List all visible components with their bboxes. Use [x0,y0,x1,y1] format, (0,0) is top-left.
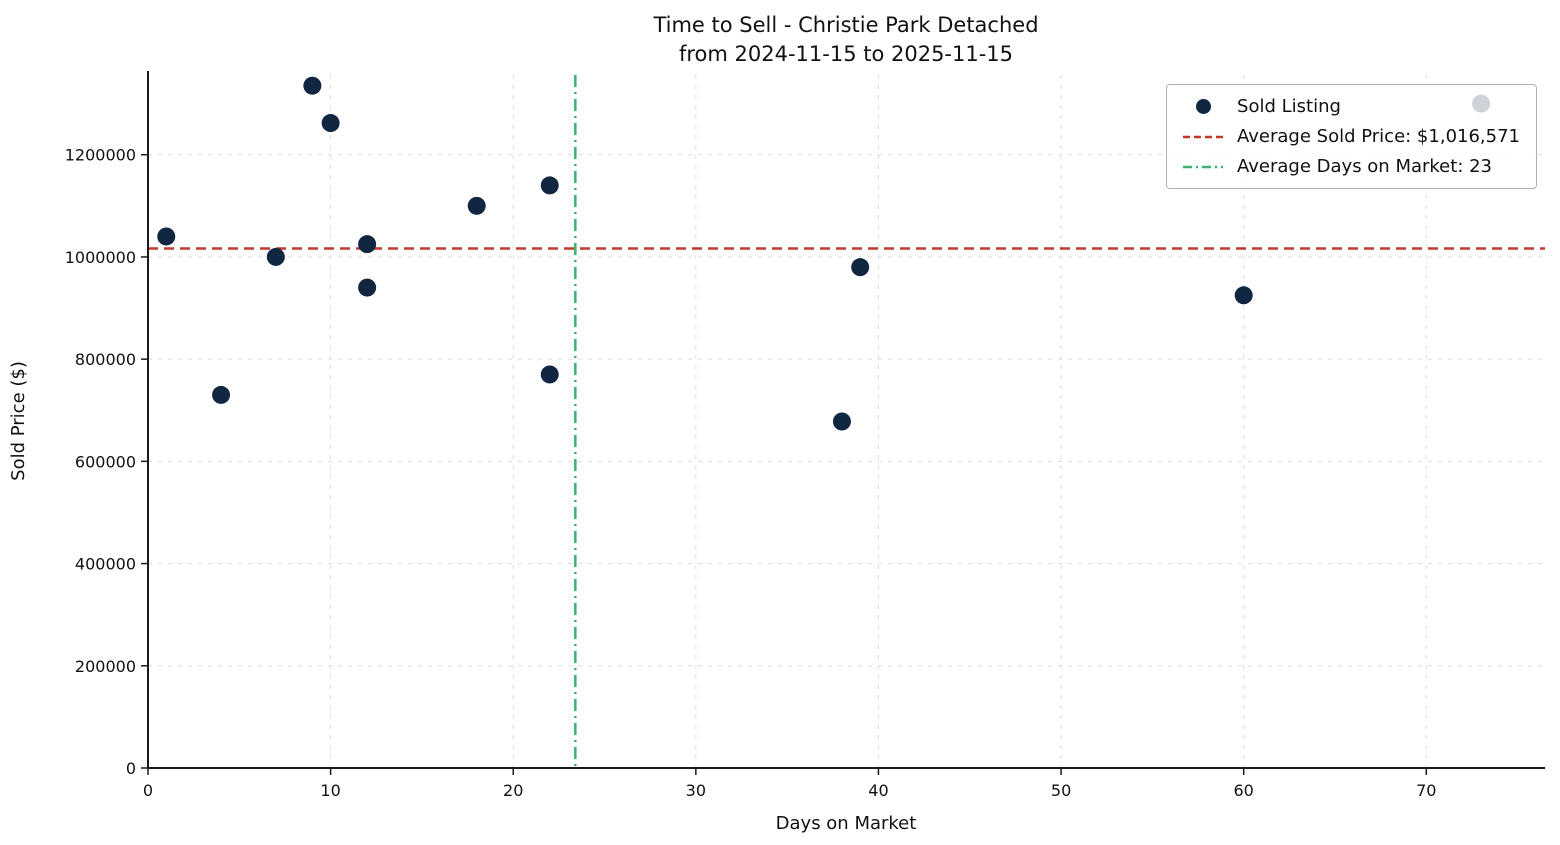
avg-price-marker-icon [1183,134,1224,140]
data-point-sold-listing [832,412,851,431]
data-point-sold-listing [851,258,870,277]
data-point-sold-listing [303,76,322,95]
data-point-sold-listing [540,176,559,195]
dashdot-line-icon [1183,165,1224,168]
y-axis-label: Sold Price ($) [8,361,29,481]
x-tick-label: 60 [1234,781,1254,800]
data-point-sold-listing [212,385,231,404]
legend-label-sold-listing: Sold Listing [1237,96,1341,117]
y-tick-label: 0 [126,759,136,778]
x-tick-label: 10 [320,781,340,800]
y-tick-label: 1200000 [65,146,136,165]
dashed-line-icon [1183,135,1224,138]
data-point-sold-listing [540,365,559,384]
x-tick-label: 20 [503,781,523,800]
legend-item-avg-days: Average Days on Market: 23 [1183,156,1520,177]
axes-layer: 0 10 20 30 40 50 60 70 0 200000 400000 600000 800000… [65,71,1545,800]
x-tick-label: 70 [1416,781,1436,800]
data-point-sold-listing [358,235,377,254]
chart-title-line1: Time to Sell - Christie Park Detached [652,13,1038,37]
legend: Sold Listing Average Sold Price: $1,016,… [1166,84,1537,189]
y-tick-label: 200000 [75,657,136,676]
data-point-sold-listing [1234,286,1253,305]
y-tick-label: 400000 [75,555,136,574]
x-tick-label: 0 [143,781,153,800]
y-tick-label: 1000000 [65,248,136,267]
points-layer [157,76,1491,431]
y-tick-label: 800000 [75,350,136,369]
legend-label-avg-price: Average Sold Price: $1,016,571 [1237,126,1520,147]
data-point-sold-listing [467,196,486,215]
x-tick-label: 30 [686,781,706,800]
legend-label-avg-days: Average Days on Market: 23 [1237,156,1493,177]
data-point-sold-listing [358,278,377,297]
avg-days-marker-icon [1183,164,1224,170]
refline-layer [148,75,1545,768]
data-point-sold-listing [157,227,176,246]
scatter-dot-icon [1195,99,1211,114]
legend-item-avg-price: Average Sold Price: $1,016,571 [1183,126,1520,147]
chart-title-line2: from 2024-11-15 to 2025-11-15 [679,42,1013,66]
x-tick-label: 40 [868,781,888,800]
data-point-sold-listing [321,114,340,133]
legend-item-sold-listing: Sold Listing [1183,96,1520,117]
x-tick-label: 50 [1051,781,1071,800]
data-point-sold-listing [266,247,285,266]
x-axis-label: Days on Market [776,813,917,834]
y-tick-label: 600000 [75,452,136,471]
sold-listing-marker-icon [1183,99,1223,114]
